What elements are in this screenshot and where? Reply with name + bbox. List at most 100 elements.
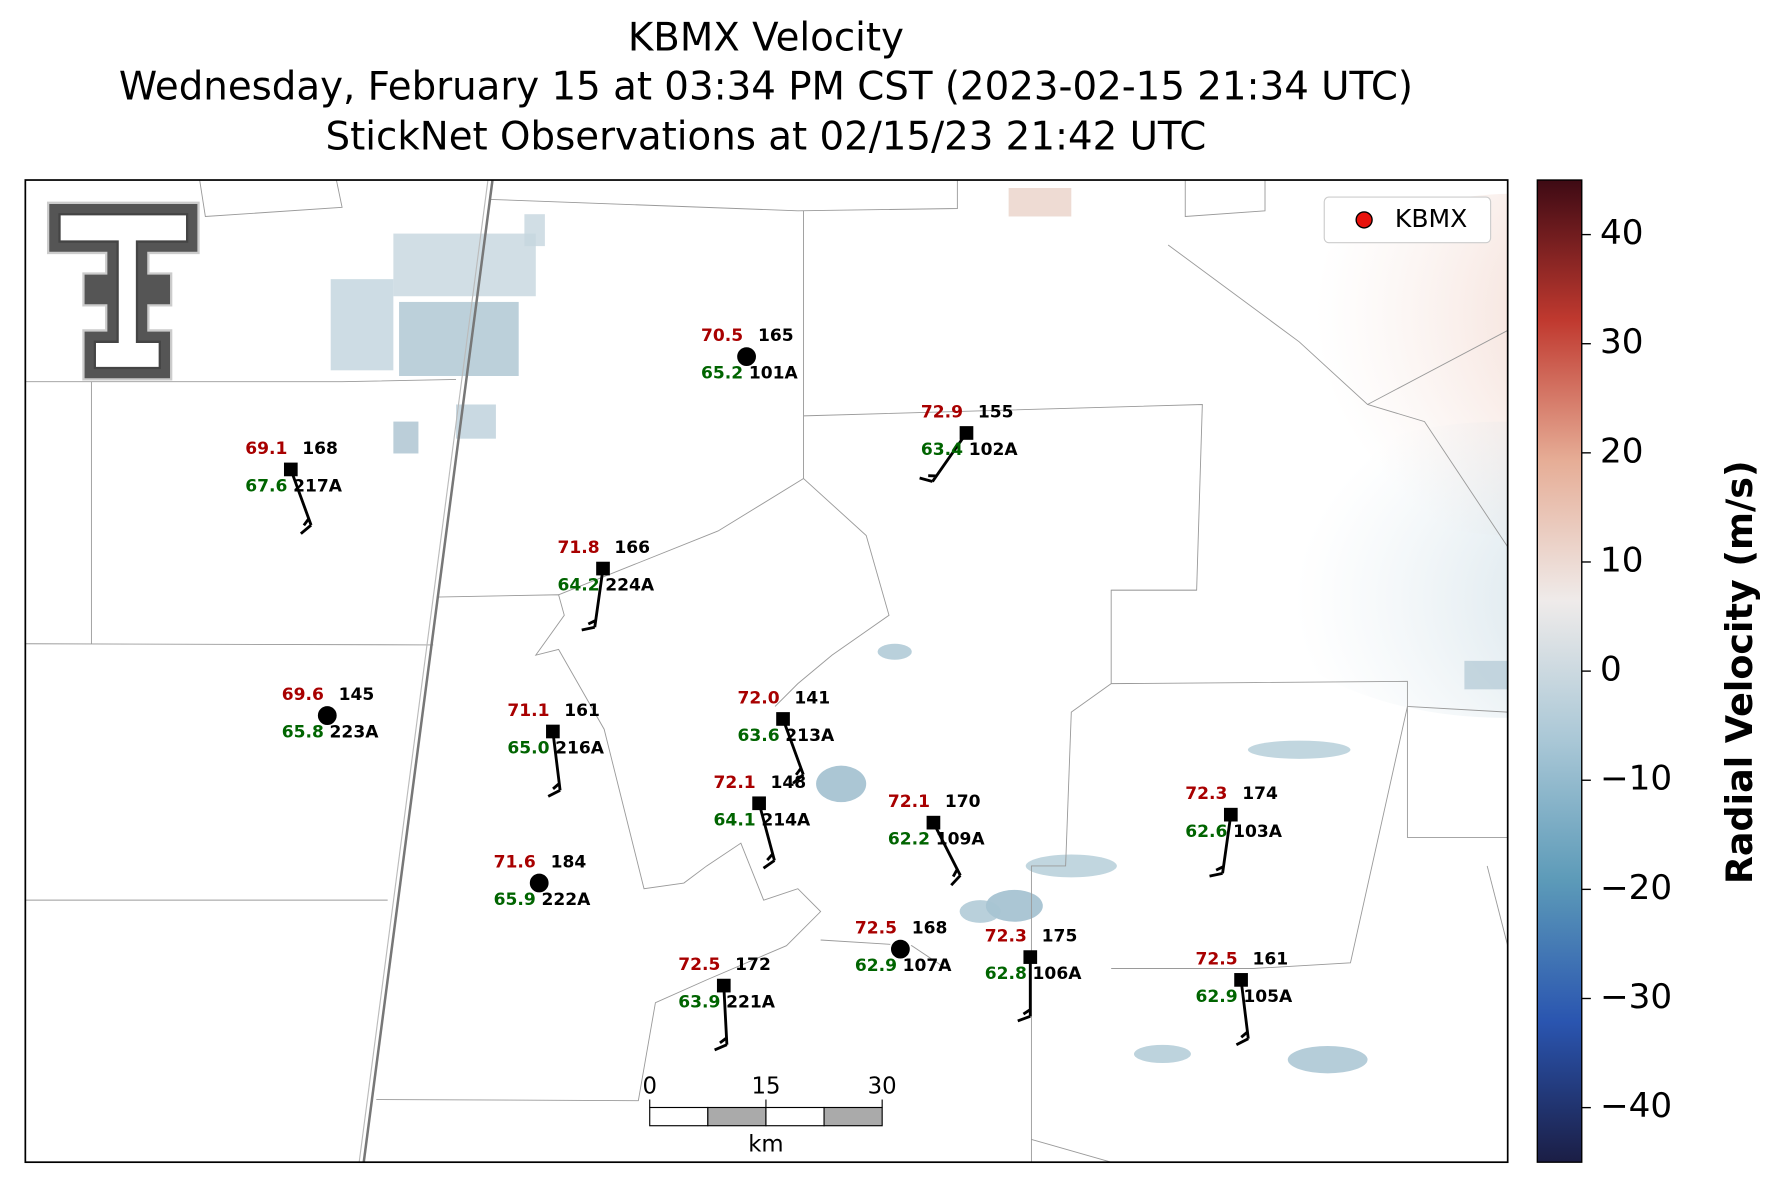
legend-label: KBMX (1395, 204, 1467, 233)
title-line: Wednesday, February 15 at 03:34 PM CST (… (119, 64, 1413, 109)
wind-barb (547, 731, 562, 798)
wind-barb (289, 468, 313, 535)
station-id: 222A (541, 890, 591, 910)
station-plot: 69.1 168 67.6 217A (245, 439, 343, 535)
station-temp: 72.5 (678, 955, 720, 975)
station-pressure: 165 (758, 326, 794, 346)
colorbar-tick-label: −40 (1600, 1086, 1672, 1126)
map-area: 70.5 165 65.2 101A 72.9 155 63.4 102A 69.1 168 67.… (25, 180, 1508, 1163)
colorbar-tick-label: −30 (1600, 977, 1672, 1017)
scale-bar: km 0 15 30 (642, 1073, 896, 1157)
station-marker (889, 938, 912, 961)
station-id: 217A (293, 477, 343, 497)
station-marker (1023, 950, 1038, 964)
wind-barb (714, 985, 729, 1052)
wind-barb (919, 432, 968, 483)
colorbar-tick-label: 40 (1600, 213, 1643, 253)
station-pressure: 184 (551, 853, 587, 873)
station-temp: 69.1 (245, 439, 287, 459)
station-pressure: 174 (1242, 784, 1278, 804)
station-id: 216A (555, 739, 605, 759)
wind-barb (757, 802, 776, 870)
station-dewpoint: 65.8 (282, 723, 324, 743)
station-temp: 72.9 (921, 402, 963, 422)
station-plot: 72.1 170 62.2 109A (888, 792, 986, 887)
colorbar-label: Radial Velocity (m/s) (1718, 460, 1761, 884)
colorbar-tick-label: −10 (1600, 759, 1672, 799)
station-dewpoint: 62.9 (1196, 987, 1238, 1007)
station-temp: 70.5 (701, 326, 743, 346)
station-pressure: 166 (614, 538, 650, 558)
station-marker (752, 796, 766, 811)
map-background (25, 180, 1508, 1163)
station-id: 109A (936, 830, 986, 850)
station-id: 106A (1033, 964, 1083, 984)
station-marker (926, 815, 941, 830)
boundaries (25, 180, 1508, 1163)
station-id: 224A (605, 576, 655, 596)
colorbar-tick-label: −20 (1600, 868, 1672, 908)
wind-barb (1209, 814, 1233, 878)
station-temp: 72.5 (1196, 949, 1238, 969)
station-marker (776, 712, 790, 726)
station-temp: 69.6 (282, 685, 324, 705)
station-plot: 72.1 148 64.1 214A (714, 773, 811, 870)
station-dewpoint: 62.8 (985, 964, 1027, 984)
station-dewpoint: 67.6 (245, 477, 287, 497)
colorbar-tick-label: 30 (1600, 322, 1643, 362)
station-plot: 72.3 174 62.6 103A (1185, 784, 1283, 878)
scale-unit: km (748, 1132, 783, 1158)
scale-tick-label: 15 (751, 1073, 780, 1099)
station-marker (283, 462, 298, 477)
station-pressure: 155 (978, 402, 1014, 422)
station-marker (959, 426, 974, 440)
station-marker (316, 704, 339, 727)
colorbar-tick-label: 0 (1600, 650, 1622, 690)
station-plot: 69.6 145 65.8 223A (282, 685, 379, 743)
legend-box: KBMX (1323, 196, 1492, 244)
station-marker (1223, 807, 1238, 822)
title-line: KBMX Velocity (628, 15, 904, 60)
colorbar-gradient (1536, 179, 1583, 1163)
legend-frame (1323, 196, 1492, 244)
station-plot: 71.6 184 65.9 222A (494, 853, 591, 911)
station-dewpoint: 62.6 (1185, 822, 1227, 842)
station-id: 107A (903, 956, 953, 976)
wind-barb (1235, 979, 1250, 1047)
wind-barb (581, 568, 605, 632)
station-pressure: 168 (302, 439, 338, 459)
ttu-logo (46, 201, 200, 381)
radar-echoes (330, 188, 1508, 1074)
scale-tick-label: 30 (868, 1073, 897, 1099)
station-marker (546, 724, 560, 739)
scale-segment (765, 1106, 825, 1127)
station-plot: 72.0 141 63.6 213A (737, 688, 835, 785)
station-pressure: 145 (339, 685, 375, 705)
station-id: 213A (785, 726, 835, 746)
station-id: 103A (1233, 822, 1283, 842)
station-dewpoint: 64.1 (714, 810, 756, 830)
station-id: 105A (1243, 987, 1293, 1007)
station-temp: 72.3 (1185, 784, 1227, 804)
scale-segment (823, 1106, 883, 1127)
legend-marker (1355, 211, 1373, 229)
scale-segment (707, 1106, 767, 1127)
station-temp: 71.6 (494, 853, 536, 873)
station-id: 223A (330, 723, 380, 743)
station-dewpoint: 65.0 (507, 739, 549, 759)
station-temp: 72.1 (888, 792, 930, 812)
station-plot: 71.8 166 64.2 224A (557, 538, 655, 632)
station-marker (528, 871, 551, 895)
station-pressure: 170 (945, 792, 981, 812)
wind-barb (1017, 957, 1032, 1023)
station-plot: 70.5 165 65.2 101A (701, 326, 798, 384)
station-dewpoint: 64.2 (557, 576, 599, 596)
station-id: 102A (969, 440, 1019, 460)
station-layer: 70.5 165 65.2 101A 72.9 155 63.4 102A 69.1 168 67.… (245, 326, 1293, 1052)
colorbar-tick-label: 20 (1600, 431, 1643, 471)
station-plot: 71.1 161 65.0 216A (507, 701, 605, 798)
station-dewpoint: 62.2 (888, 830, 930, 850)
station-temp: 72.0 (737, 688, 779, 708)
colorbar: Radial Velocity (m/s) 40 30 20 10 0 −10 −20 −30… (1536, 179, 1761, 1163)
